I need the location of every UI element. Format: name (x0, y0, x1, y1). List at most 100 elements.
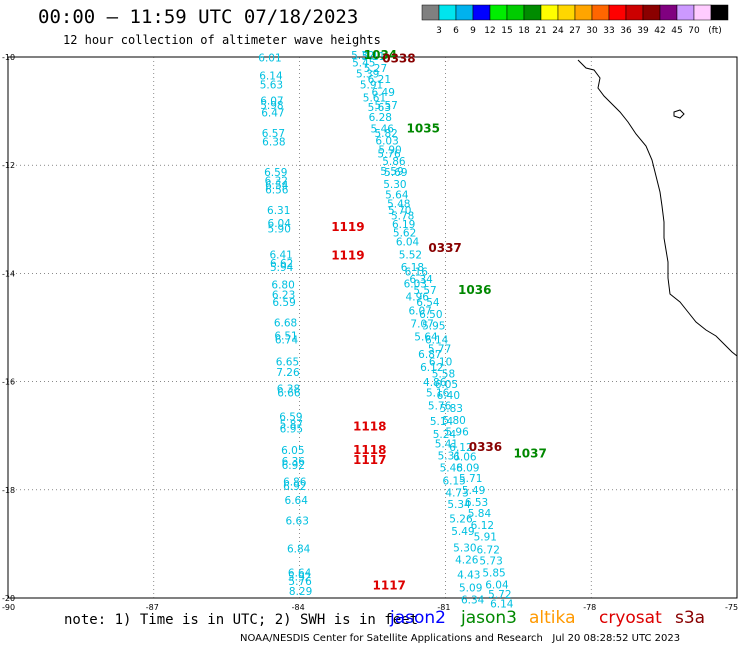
wave-height-value: 5.24 (433, 429, 457, 441)
color-legend: 3 6 9 12 15 18 21 24 27 30 33 36 39 42 45 70 (ft) (421, 4, 729, 36)
wave-height-value: 6.06 (453, 452, 477, 464)
wave-height-value: 6.36 (282, 456, 306, 468)
wave-height-value: 5.27 (364, 63, 387, 75)
wave-height-value: 5.57 (413, 285, 436, 297)
wave-height-value: 6.23 (272, 289, 295, 301)
wave-height-value: 4.26 (455, 554, 479, 566)
wave-height-value: 6.68 (274, 317, 297, 329)
pass-time-label: 1118 (353, 419, 386, 433)
wave-height-value: 6.56 (265, 184, 289, 196)
latitude-label: -16 (2, 378, 15, 387)
wave-height-value: 4.96 (406, 291, 430, 303)
wave-height-value: 5.86 (382, 156, 406, 168)
latitude-label: -20 (2, 594, 15, 603)
wave-height-value: 5.83 (440, 403, 463, 415)
wave-height-value: 5.49 (451, 526, 474, 538)
wave-height-value: 6.34 (461, 594, 485, 606)
legend-tick-label: 42 (654, 26, 665, 36)
wave-height-value: 5.09 (459, 583, 482, 595)
latitude-label: -12 (2, 161, 15, 170)
wave-height-value: 6.34 (409, 274, 433, 286)
longitude-label: -78 (583, 603, 596, 612)
wave-height-value: 5.96 (445, 427, 469, 439)
wave-height-value: 6.51 (274, 330, 297, 342)
wave-height-value: 5.30 (383, 179, 406, 191)
wave-height-value: 6.65 (276, 356, 299, 368)
wave-height-value: 6.64 (285, 495, 309, 507)
latitude-label: -10 (2, 53, 15, 62)
map-title: 00:00 — 11:59 UTC 07/18/2023 (38, 6, 359, 28)
satellite-legend-altika: altika (529, 608, 576, 628)
legend-tick-label: 24 (552, 26, 564, 36)
wave-height-value: 6.15 (442, 475, 465, 487)
wave-height-value: 5.76 (288, 576, 312, 588)
legend-tick-label: 27 (569, 26, 580, 36)
wave-height-value: 6.62 (270, 258, 293, 270)
satellite-legend-jason2: jason2 (390, 608, 446, 628)
wave-height-value: 5.63 (368, 102, 391, 114)
wave-height-value: 6.41 (269, 249, 292, 261)
wave-height-value: 5.11 (362, 51, 385, 63)
wave-height-value: 5.63 (260, 79, 283, 91)
wave-height-value: 6.10 (429, 356, 452, 368)
wave-height-value: 6.05 (281, 445, 304, 457)
wave-height-value: 5.70 (388, 205, 411, 217)
wave-height-value: 5.48 (387, 198, 410, 210)
wave-height-value: 6.95 (280, 423, 303, 435)
longitude-label: -81 (437, 603, 450, 612)
wave-height-value: 6.32 (265, 176, 288, 188)
coastline (577, 59, 738, 357)
wave-height-value: 5.30 (453, 542, 476, 554)
wave-height-value: 5.76 (377, 149, 401, 161)
wave-height-value: 7.26 (276, 367, 300, 379)
latitude-label: -14 (2, 269, 15, 278)
satellite-legend-cryosat: cryosat (599, 608, 662, 628)
wave-height-value: 5.76 (428, 401, 452, 413)
wave-height-value: 6.12 (420, 362, 443, 374)
legend-tick-label: 36 (620, 26, 632, 36)
wave-height-value: 6.04 (485, 579, 509, 591)
wave-height-value: 6.59 (264, 167, 287, 179)
pass-time-label: 1118 (353, 443, 386, 457)
wave-height-value: 5.82 (374, 128, 397, 140)
wave-height-value: 5.62 (393, 228, 416, 240)
pass-time-label: 1035 (407, 122, 440, 136)
wave-height-value: 5.32 (351, 50, 374, 62)
wave-height-value: 5.69 (384, 167, 407, 179)
wave-height-value: 5.91 (360, 79, 383, 91)
wave-height-value: 6.80 (271, 280, 294, 292)
wave-height-value: 5.14 (430, 416, 454, 428)
wave-height-value: 5.31 (438, 451, 461, 463)
pass-time-label: 0338 (382, 51, 415, 65)
wave-height-value: 6.14 (490, 599, 514, 611)
map-subtitle: 12 hour collection of altimeter wave hei… (63, 33, 381, 47)
wave-height-value: 5.80 (442, 415, 465, 427)
wave-height-value: 6.09 (456, 462, 479, 474)
wave-height-value: 5.41 (435, 439, 458, 451)
wave-height-value: 5.49 (462, 485, 485, 497)
wave-height-value: 6.50 (419, 309, 442, 321)
wave-height-value: 5.39 (356, 69, 379, 81)
pass-time-label: 1036 (458, 283, 491, 297)
island-outline (673, 109, 685, 119)
wave-height-value: 6.31 (267, 205, 290, 217)
wave-height-value: 6.59 (272, 297, 295, 309)
wave-observations: 6.016.145.636.075.986.476.576.386.596.32… (258, 50, 514, 611)
wave-height-value: 5.59 (380, 166, 403, 178)
pass-time-label: 1119 (331, 248, 364, 262)
legend-tick-label: 30 (586, 26, 598, 36)
wave-height-value: 6.04 (396, 236, 420, 248)
wave-height-value: 6.05 (435, 379, 458, 391)
legend-tick-label: 3 (436, 26, 442, 36)
wave-height-value: 6.14 (425, 335, 449, 347)
wave-height-value: 5.48 (440, 462, 463, 474)
wave-height-value: 5.90 (268, 223, 291, 235)
south-america-coastline (577, 59, 738, 357)
wave-height-value: 6.03 (375, 136, 398, 148)
wave-height-value: 5.64 (414, 331, 438, 343)
wave-height-value: 5.91 (474, 532, 497, 544)
wave-height-value: 6.03 (404, 278, 427, 290)
wave-height-value: 5.95 (422, 321, 445, 333)
